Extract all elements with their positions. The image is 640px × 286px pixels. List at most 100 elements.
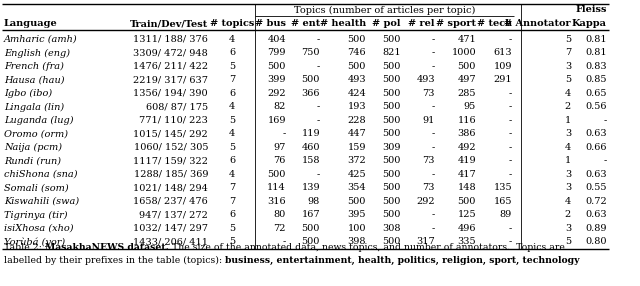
Text: 316: 316 xyxy=(268,197,286,206)
Text: -: - xyxy=(432,170,435,179)
Text: 292: 292 xyxy=(417,197,435,206)
Text: -: - xyxy=(509,102,512,112)
Text: 7: 7 xyxy=(564,48,571,57)
Text: Tigrinya (tir): Tigrinya (tir) xyxy=(4,210,67,220)
Text: 165: 165 xyxy=(493,197,512,206)
Text: 167: 167 xyxy=(301,210,320,219)
Text: 0.83: 0.83 xyxy=(586,62,607,71)
Text: 125: 125 xyxy=(458,210,476,219)
Text: 1658/ 237/ 476: 1658/ 237/ 476 xyxy=(133,197,208,206)
Text: 109: 109 xyxy=(493,62,512,71)
Text: French (fra): French (fra) xyxy=(4,62,64,71)
Text: 500: 500 xyxy=(383,76,401,84)
Text: 4: 4 xyxy=(229,102,235,112)
Text: 0.63: 0.63 xyxy=(586,170,607,179)
Text: business, entertainment, health, politics, religion, sport, technology: business, entertainment, health, politic… xyxy=(225,255,580,265)
Text: MasakhaNEWS dataset.: MasakhaNEWS dataset. xyxy=(45,243,169,253)
Text: 947/ 137/ 272: 947/ 137/ 272 xyxy=(139,210,208,219)
Text: 0.81: 0.81 xyxy=(586,48,607,57)
Text: 500: 500 xyxy=(268,170,286,179)
Text: 492: 492 xyxy=(458,143,476,152)
Text: The size of the annotated data, news topics, and number of annotators.  Topics a: The size of the annotated data, news top… xyxy=(169,243,564,253)
Text: # sport: # sport xyxy=(436,19,476,29)
Text: 4: 4 xyxy=(229,170,235,179)
Text: 91: 91 xyxy=(422,116,435,125)
Text: 5: 5 xyxy=(229,224,235,233)
Text: 80: 80 xyxy=(274,210,286,219)
Text: 95: 95 xyxy=(464,102,476,112)
Text: 3: 3 xyxy=(564,170,571,179)
Text: 500: 500 xyxy=(301,224,320,233)
Text: Hausa (hau): Hausa (hau) xyxy=(4,76,65,84)
Text: 159: 159 xyxy=(348,143,366,152)
Text: Topics (number of articles per topic): Topics (number of articles per topic) xyxy=(294,5,475,15)
Text: 1015/ 145/ 292: 1015/ 145/ 292 xyxy=(133,130,208,138)
Text: 308: 308 xyxy=(383,224,401,233)
Text: -: - xyxy=(432,210,435,219)
Text: 82: 82 xyxy=(274,102,286,112)
Text: English (eng): English (eng) xyxy=(4,48,70,57)
Text: Rundi (run): Rundi (run) xyxy=(4,156,61,165)
Text: 6: 6 xyxy=(229,210,235,219)
Text: 608/ 87/ 175: 608/ 87/ 175 xyxy=(146,102,208,112)
Text: 799: 799 xyxy=(268,48,286,57)
Text: 119: 119 xyxy=(301,130,320,138)
Text: 425: 425 xyxy=(348,170,366,179)
Text: 76: 76 xyxy=(274,156,286,165)
Text: Fleiss: Fleiss xyxy=(575,5,607,15)
Text: 354: 354 xyxy=(348,183,366,192)
Text: 0.85: 0.85 xyxy=(586,76,607,84)
Text: 500: 500 xyxy=(268,62,286,71)
Text: 460: 460 xyxy=(301,143,320,152)
Text: 4: 4 xyxy=(229,35,235,44)
Text: 493: 493 xyxy=(348,76,366,84)
Text: 500: 500 xyxy=(458,62,476,71)
Text: 73: 73 xyxy=(422,89,435,98)
Text: 500: 500 xyxy=(383,130,401,138)
Text: # tech: # tech xyxy=(477,19,512,29)
Text: 497: 497 xyxy=(458,76,476,84)
Text: 3: 3 xyxy=(564,224,571,233)
Text: -: - xyxy=(509,224,512,233)
Text: 6: 6 xyxy=(229,156,235,165)
Text: Kiswahili (swa): Kiswahili (swa) xyxy=(4,197,79,206)
Text: 148: 148 xyxy=(458,183,476,192)
Text: -: - xyxy=(509,130,512,138)
Text: -: - xyxy=(432,143,435,152)
Text: 309: 309 xyxy=(383,143,401,152)
Text: # bus: # bus xyxy=(255,19,286,29)
Text: 1000: 1000 xyxy=(451,48,476,57)
Text: 500: 500 xyxy=(458,197,476,206)
Text: 193: 193 xyxy=(348,102,366,112)
Text: 1117/ 159/ 322: 1117/ 159/ 322 xyxy=(133,156,208,165)
Text: 372: 372 xyxy=(348,156,366,165)
Text: 5: 5 xyxy=(565,35,571,44)
Text: 7: 7 xyxy=(229,76,235,84)
Text: -: - xyxy=(432,102,435,112)
Text: 73: 73 xyxy=(422,156,435,165)
Text: 500: 500 xyxy=(348,197,366,206)
Text: 500: 500 xyxy=(301,237,320,247)
Text: # health: # health xyxy=(320,19,366,29)
Text: 5: 5 xyxy=(565,76,571,84)
Text: 116: 116 xyxy=(458,116,476,125)
Text: -: - xyxy=(283,130,286,138)
Text: # pol: # pol xyxy=(372,19,401,29)
Text: 3309/ 472/ 948: 3309/ 472/ 948 xyxy=(133,48,208,57)
Text: 5: 5 xyxy=(229,237,235,247)
Text: 73: 73 xyxy=(422,183,435,192)
Text: 158: 158 xyxy=(301,156,320,165)
Text: 0.81: 0.81 xyxy=(586,35,607,44)
Text: 496: 496 xyxy=(458,224,476,233)
Text: 317: 317 xyxy=(416,237,435,247)
Text: 335: 335 xyxy=(458,237,476,247)
Text: 169: 169 xyxy=(268,116,286,125)
Text: 750: 750 xyxy=(301,48,320,57)
Text: 500: 500 xyxy=(383,156,401,165)
Text: -: - xyxy=(509,143,512,152)
Text: # ent: # ent xyxy=(291,19,320,29)
Text: Table 2:: Table 2: xyxy=(4,243,45,253)
Text: 500: 500 xyxy=(383,210,401,219)
Text: 98: 98 xyxy=(308,197,320,206)
Text: 1311/ 188/ 376: 1311/ 188/ 376 xyxy=(133,35,208,44)
